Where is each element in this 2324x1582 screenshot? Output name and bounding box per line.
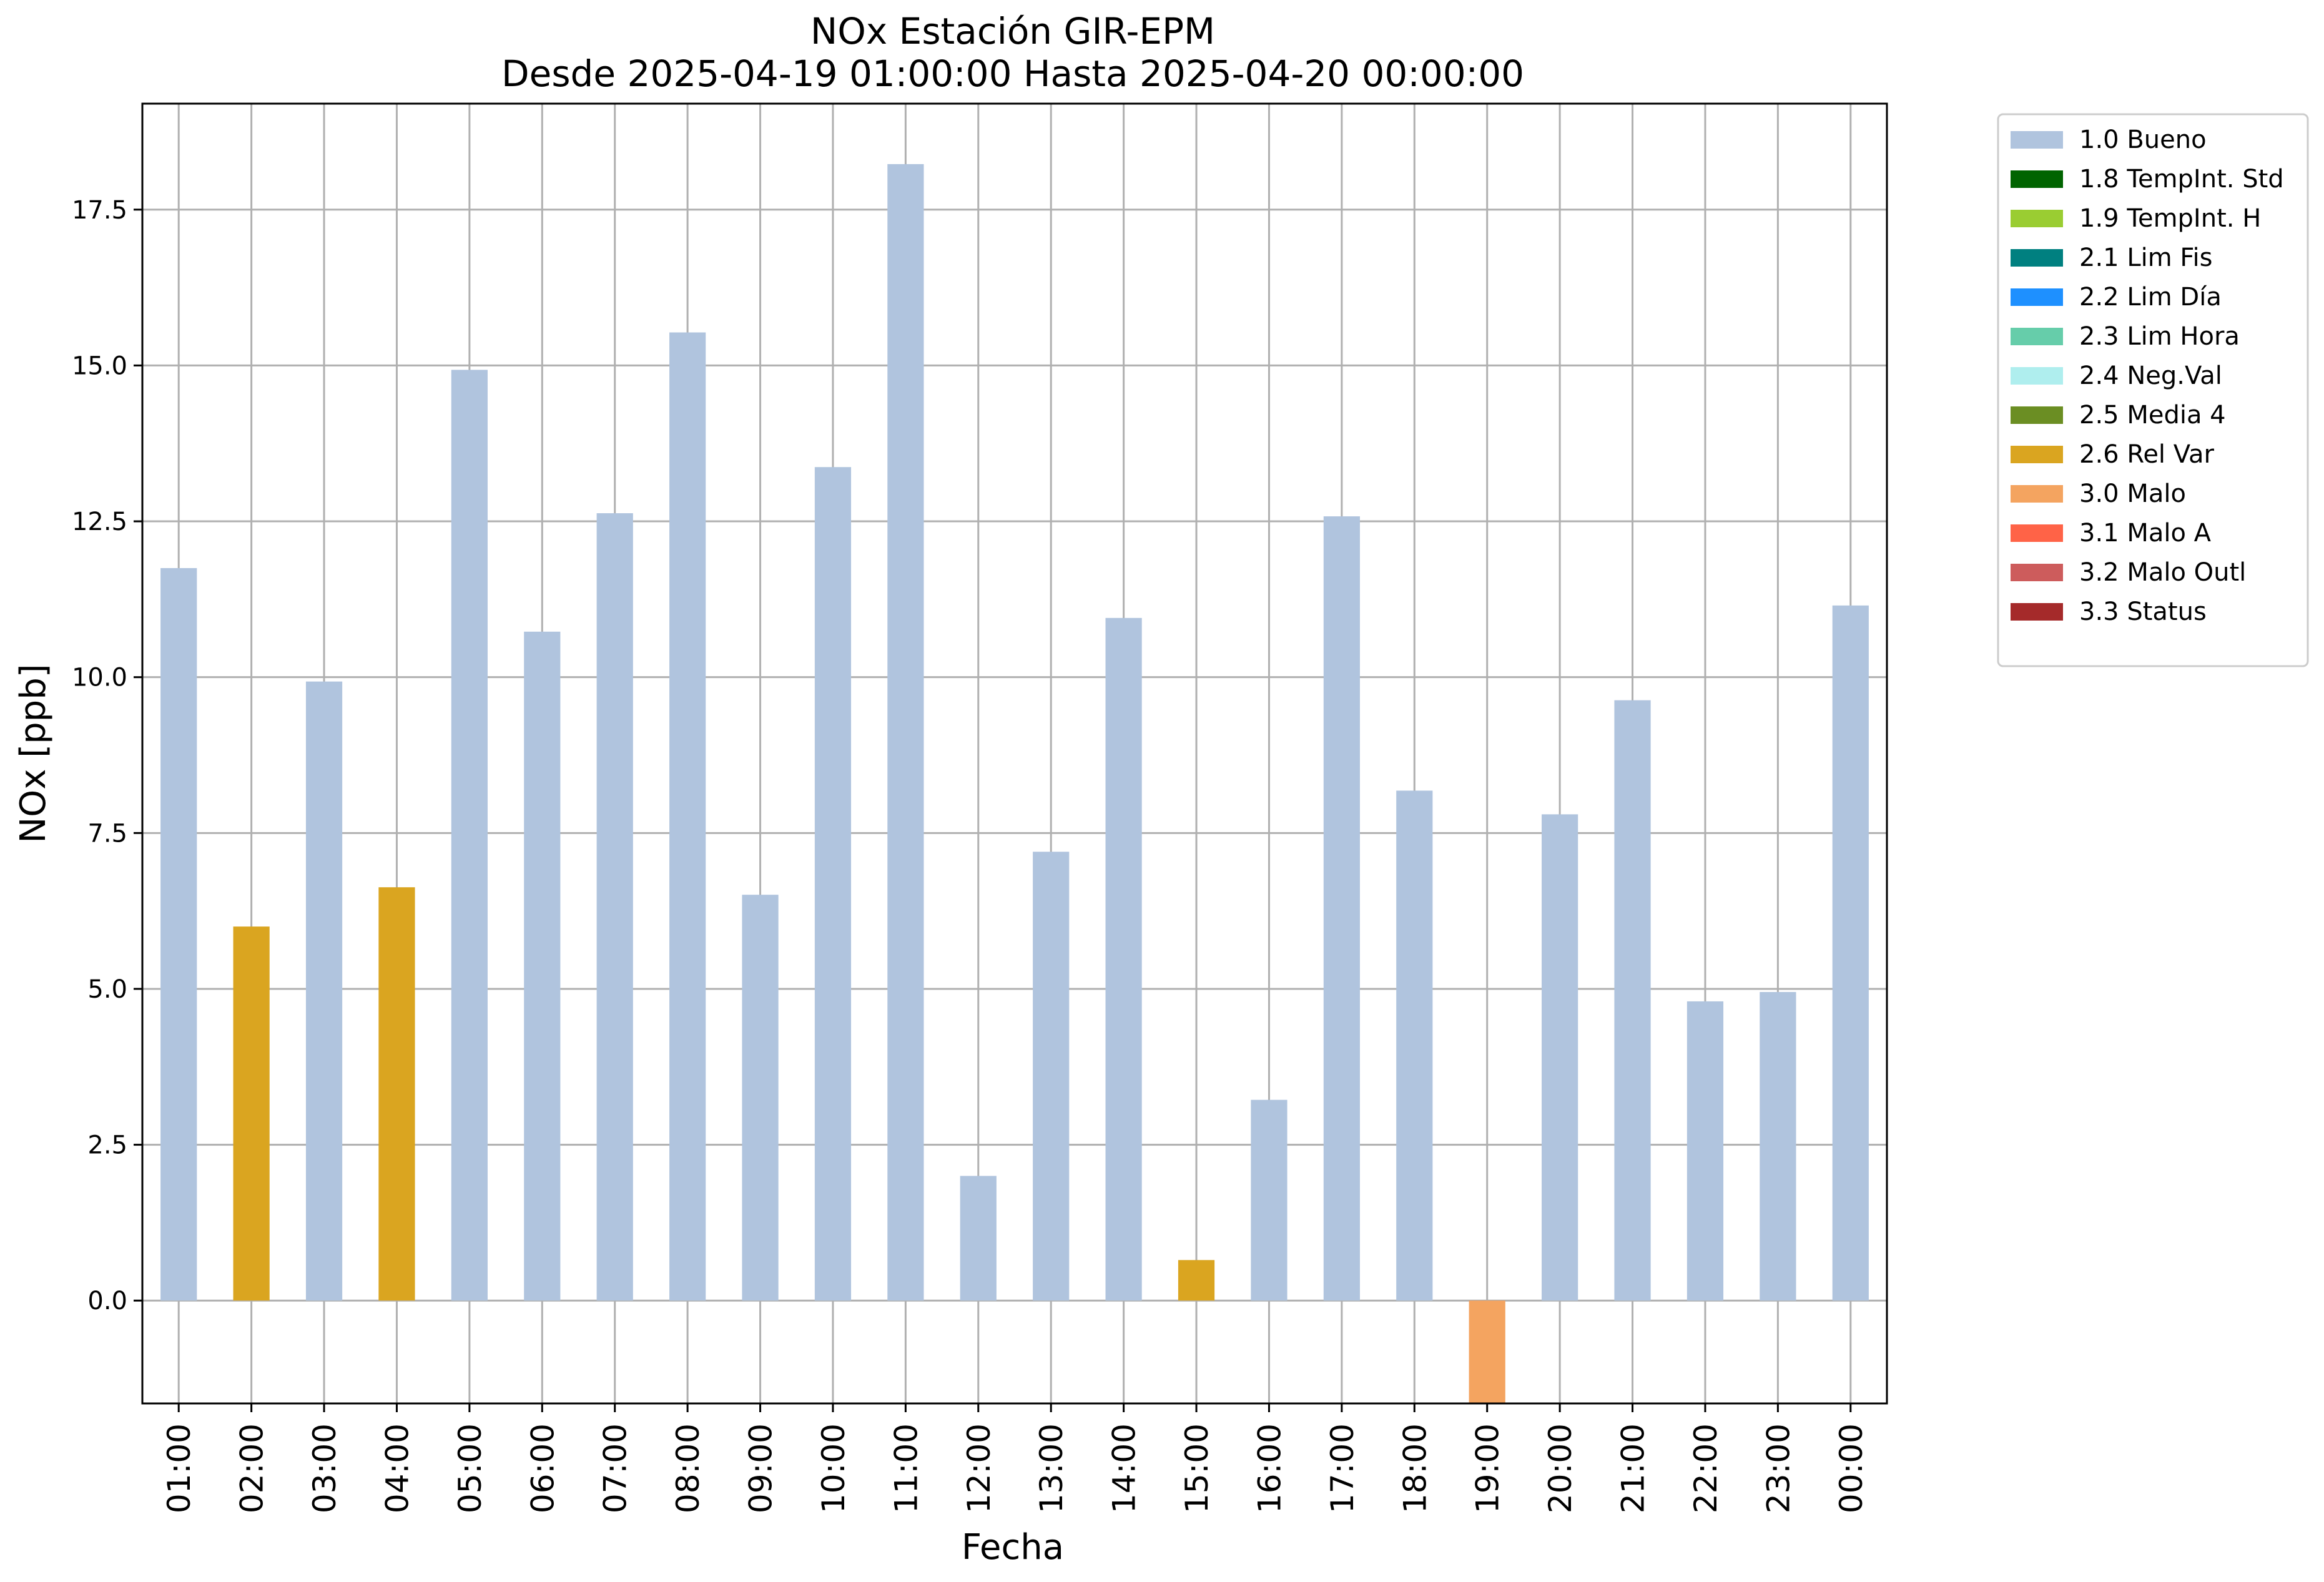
x-tick-label: 07:00 xyxy=(598,1423,634,1513)
bars xyxy=(160,164,1869,1403)
x-tick-label: 16:00 xyxy=(1251,1423,1288,1513)
x-tick-label: 14:00 xyxy=(1106,1423,1143,1513)
legend-swatch xyxy=(2011,446,2063,463)
legend-swatch xyxy=(2011,249,2063,267)
chart-title: NOx Estación GIR-EPM xyxy=(810,10,1215,52)
x-axis-label: Fecha xyxy=(962,1527,1064,1568)
legend-label: 2.1 Lim Fis xyxy=(2079,243,2212,272)
legend-swatch xyxy=(2011,288,2063,306)
bar xyxy=(1105,617,1142,1301)
x-tick-label: 03:00 xyxy=(307,1423,343,1513)
x-tick-label: 10:00 xyxy=(815,1423,852,1513)
legend-swatch xyxy=(2011,367,2063,385)
y-tick-label: 2.5 xyxy=(87,1131,127,1160)
legend-swatch xyxy=(2011,524,2063,542)
x-tick-label: 00:00 xyxy=(1833,1423,1869,1513)
x-tick-label: 22:00 xyxy=(1688,1423,1724,1513)
x-tick-label: 20:00 xyxy=(1542,1423,1578,1513)
y-tick-label: 15.0 xyxy=(72,351,127,380)
bar xyxy=(1832,605,1869,1301)
legend-swatch xyxy=(2011,328,2063,345)
x-tick-label: 01:00 xyxy=(161,1423,197,1513)
legend-label: 1.9 TempInt. H xyxy=(2079,204,2261,233)
bar xyxy=(1614,700,1651,1301)
legend-label: 1.8 TempInt. Std xyxy=(2079,165,2284,194)
x-tick-label: 08:00 xyxy=(670,1423,706,1513)
bar xyxy=(814,467,852,1301)
bar xyxy=(1760,991,1796,1301)
bar xyxy=(1033,852,1070,1301)
bar xyxy=(596,513,633,1301)
x-tick-label: 18:00 xyxy=(1397,1423,1433,1513)
x-tick-label: 17:00 xyxy=(1324,1423,1361,1513)
bar xyxy=(1178,1260,1215,1301)
legend-label: 3.1 Malo A xyxy=(2079,519,2212,548)
bar xyxy=(1542,814,1578,1301)
legend-label: 2.2 Lim Día xyxy=(2079,283,2222,312)
bar xyxy=(887,164,924,1301)
bar xyxy=(305,681,343,1301)
y-tick-label: 17.5 xyxy=(72,196,127,225)
x-tick-label: 13:00 xyxy=(1033,1423,1070,1513)
x-tick-label: 12:00 xyxy=(961,1423,997,1513)
bar xyxy=(960,1176,997,1301)
legend-swatch xyxy=(2011,210,2063,227)
legend-label: 3.3 Status xyxy=(2079,597,2207,626)
y-tick-label: 12.5 xyxy=(72,508,127,536)
bar xyxy=(378,887,415,1301)
y-axis-label: NOx [ppb] xyxy=(13,664,54,843)
x-tick-label: 06:00 xyxy=(524,1423,561,1513)
legend-label: 2.4 Neg.Val xyxy=(2079,361,2222,390)
y-tick-label: 7.5 xyxy=(87,819,127,848)
legend-label: 3.2 Malo Outl xyxy=(2079,558,2246,587)
x-tick-label: 02:00 xyxy=(234,1423,270,1513)
legend: 1.0 Bueno 1.8 TempInt. Std 1.9 TempInt. H 2… xyxy=(1997,113,2309,667)
bar xyxy=(742,895,779,1301)
bar xyxy=(1396,790,1433,1301)
y-tick-label: 10.0 xyxy=(72,664,127,692)
bar xyxy=(524,631,561,1301)
legend-swatch xyxy=(2011,406,2063,424)
x-tick-label: 21:00 xyxy=(1615,1423,1652,1513)
x-tick-label: 09:00 xyxy=(743,1423,779,1513)
legend-swatch xyxy=(2011,131,2063,149)
bar xyxy=(1469,1300,1505,1403)
x-axis: 01:00 02:00 03:00 04:00 05:00 06:00 07:00 08:00… xyxy=(161,1403,1869,1513)
legend-label: 1.0 Bueno xyxy=(2079,125,2207,154)
legend-swatch xyxy=(2011,170,2063,188)
x-tick-label: 19:00 xyxy=(1470,1423,1506,1513)
bar xyxy=(1251,1099,1288,1301)
bar xyxy=(160,567,197,1301)
legend-label: 2.3 Lim Hora xyxy=(2079,322,2240,351)
x-tick-label: 05:00 xyxy=(452,1423,488,1513)
x-tick-label: 15:00 xyxy=(1179,1423,1215,1513)
legend-swatch xyxy=(2011,564,2063,581)
bar xyxy=(1686,1001,1724,1301)
y-tick-label: 5.0 xyxy=(87,975,127,1004)
chart-subtitle: Desde 2025-04-19 01:00:00 Hasta 2025-04-… xyxy=(501,52,1524,95)
plot-frame xyxy=(141,102,1888,1405)
x-tick-label: 23:00 xyxy=(1760,1423,1796,1513)
x-tick-label: 04:00 xyxy=(379,1423,415,1513)
legend-swatch xyxy=(2011,603,2063,621)
legend-label: 2.6 Rel Var xyxy=(2079,440,2215,469)
y-axis: 0.0 2.5 5.0 7.5 10.0 12.5 15.0 17.5 xyxy=(72,196,142,1315)
bar xyxy=(451,370,488,1301)
bar xyxy=(233,926,270,1301)
legend-label: 2.5 Media 4 xyxy=(2079,401,2226,430)
y-tick-label: 0.0 xyxy=(87,1287,127,1315)
bar xyxy=(1323,516,1360,1301)
bar xyxy=(669,332,706,1301)
legend-box xyxy=(1997,113,2309,667)
x-tick-label: 11:00 xyxy=(888,1423,924,1513)
legend-swatch xyxy=(2011,485,2063,503)
legend-label: 3.0 Malo xyxy=(2079,479,2186,508)
